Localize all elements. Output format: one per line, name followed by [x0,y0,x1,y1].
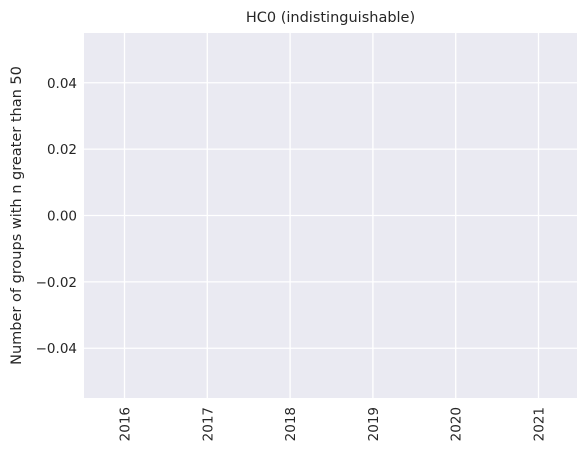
grid-layer [84,33,577,398]
chart-title: HC0 (indistinguishable) [246,10,415,26]
y-axis: 0.04 0.02 0.00 −0.02 −0.04 [36,76,77,357]
x-tick-label: 2021 [532,407,548,441]
y-axis-label: Number of groups with n greater than 50 [9,66,25,365]
x-tick-label: 2017 [200,407,216,441]
x-tick-label: 2019 [366,407,382,441]
y-tick-label: −0.04 [36,341,77,357]
y-tick-label: −0.02 [36,275,77,291]
x-axis: 2016 2017 2018 2019 2020 2021 [118,407,548,441]
x-tick-label: 2020 [449,407,465,441]
y-tick-label: 0.02 [47,142,77,158]
x-tick-label: 2016 [118,407,134,441]
x-tick-label: 2018 [283,407,299,441]
y-tick-label: 0.04 [47,76,77,92]
y-tick-label: 0.00 [47,209,77,225]
